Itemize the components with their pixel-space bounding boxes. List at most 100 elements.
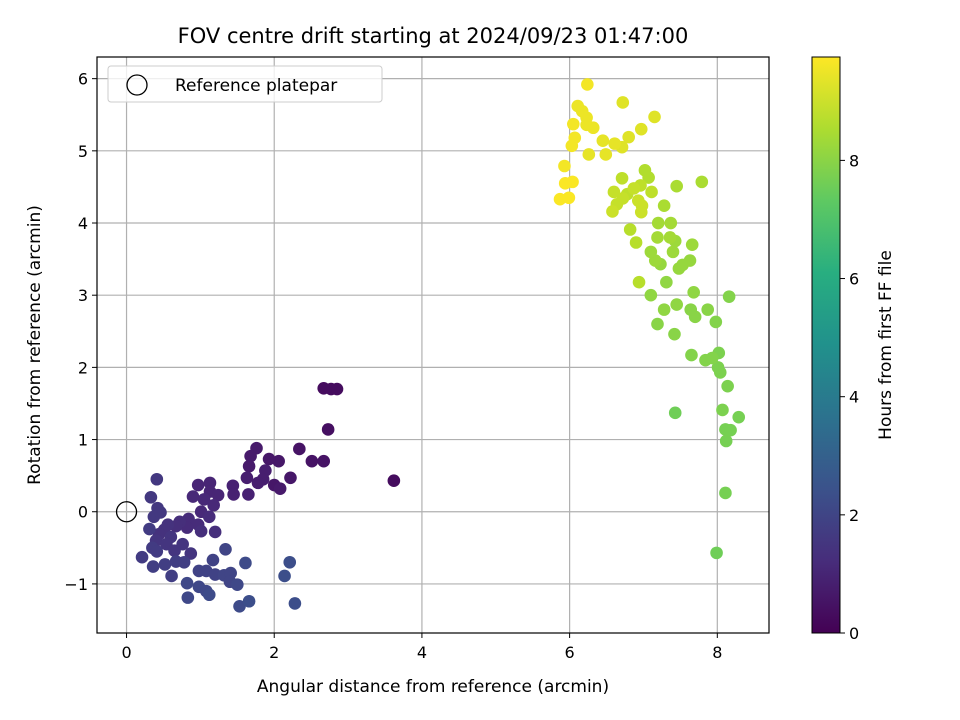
colorbar-tick-label: 8: [849, 151, 859, 170]
scatter-point: [668, 406, 682, 420]
scatter-point: [283, 555, 297, 569]
scatter-point: [668, 327, 681, 341]
scatter-point: [208, 525, 222, 539]
y-tick-label: 5: [78, 142, 88, 161]
scatter-point: [154, 506, 167, 519]
scatter-point: [670, 179, 683, 193]
scatter-point: [607, 185, 621, 199]
scatter-point: [242, 594, 256, 608]
scatter-point: [732, 410, 746, 424]
scatter-point: [623, 223, 637, 236]
scatter-point: [180, 576, 194, 590]
x-tick-label: 4: [417, 643, 427, 662]
colorbar-tick-label: 0: [849, 624, 859, 643]
scatter-point: [202, 588, 216, 602]
scatter-point: [651, 317, 664, 331]
scatter-point: [657, 303, 671, 316]
y-axis-label: Rotation from reference (arcmin): [25, 205, 45, 485]
scatter-point: [664, 216, 678, 230]
scatter-point: [203, 476, 217, 490]
scatter-point: [651, 216, 665, 230]
y-tick-label: 0: [78, 503, 88, 522]
scatter-point: [685, 348, 698, 362]
plot-frame: [96, 56, 770, 634]
scatter-point: [568, 131, 582, 145]
scatter-point: [143, 522, 156, 536]
scatter-point: [242, 459, 256, 473]
scatter-point: [146, 560, 160, 573]
scatter-point: [710, 546, 723, 560]
scatter-point: [165, 569, 178, 583]
scatter-point: [724, 423, 737, 437]
scatter-point: [240, 471, 254, 485]
scatter-point: [176, 537, 189, 551]
y-tick-label: 1: [78, 431, 88, 450]
scatter-point: [582, 148, 596, 161]
x-tick-label: 6: [565, 643, 575, 662]
colorbar-tick-label: 6: [849, 270, 859, 289]
colorbar-tick-label: 2: [849, 506, 859, 525]
x-tick-label: 8: [712, 643, 722, 662]
scatter-point: [596, 134, 610, 148]
reference-marker: [115, 501, 138, 523]
scatter-point: [387, 474, 401, 487]
scatter-point: [558, 177, 572, 190]
scatter-point: [184, 547, 198, 560]
scatter-point: [288, 597, 302, 610]
y-tick-label: 2: [78, 358, 88, 377]
scatter-point: [666, 245, 680, 259]
scatter-point: [206, 553, 220, 567]
scatter-point: [634, 205, 648, 219]
scatter-point: [207, 498, 220, 512]
scatter-point: [242, 488, 255, 501]
scatter-point: [150, 545, 164, 558]
y-axis-ticks: −1 0 1 2 3 4 5 6: [64, 70, 97, 594]
scatter-point: [629, 236, 643, 249]
scatter-point: [709, 315, 723, 329]
x-axis-label: Angular distance from reference (arcmin): [257, 677, 609, 697]
y-tick-label: 4: [78, 214, 88, 233]
scatter-point: [683, 254, 697, 267]
chart-title: FOV centre drift starting at 2024/09/23 …: [178, 24, 689, 48]
scatter-point: [227, 488, 240, 501]
scatter-point: [670, 298, 683, 311]
scatter-point: [321, 423, 335, 436]
scatter-point: [272, 454, 285, 468]
scatter-point: [562, 191, 576, 205]
colorbar-ticks: 0 2 4 6 8: [840, 151, 859, 643]
scatter-point: [211, 488, 225, 502]
scatter-point: [284, 471, 297, 485]
scatter-point: [719, 486, 732, 500]
scatter-point: [278, 569, 291, 583]
scatter-point: [150, 472, 164, 486]
scatter-point: [616, 192, 630, 205]
scatter-point: [571, 99, 585, 113]
y-tick-label: −1: [64, 575, 88, 594]
scatter-point: [239, 556, 252, 570]
x-tick-label: 2: [269, 643, 279, 662]
scatter-point: [251, 476, 265, 490]
scatter-point: [599, 148, 613, 161]
scatter-point: [687, 286, 700, 299]
scatter-point: [622, 130, 635, 144]
scatter-point: [305, 454, 319, 468]
scatter-point: [186, 490, 200, 503]
legend-box: [107, 65, 383, 103]
legend: Reference platepar: [107, 65, 383, 103]
scatter-point: [567, 117, 580, 131]
reference-marker-group: [115, 501, 138, 523]
x-tick-label: 0: [121, 643, 131, 662]
scatter-point: [330, 382, 344, 396]
scatter-point: [317, 454, 331, 468]
scatter-point: [645, 185, 658, 199]
scatter-point: [177, 555, 191, 569]
scatter-point: [719, 434, 733, 448]
scatter-point: [606, 205, 619, 218]
scatter-point: [244, 449, 257, 463]
legend-marker-icon: [126, 74, 148, 96]
scatter-point: [219, 542, 232, 556]
scatter-point: [705, 351, 719, 365]
scatter-point: [627, 182, 641, 195]
y-tick-label: 3: [78, 286, 88, 305]
